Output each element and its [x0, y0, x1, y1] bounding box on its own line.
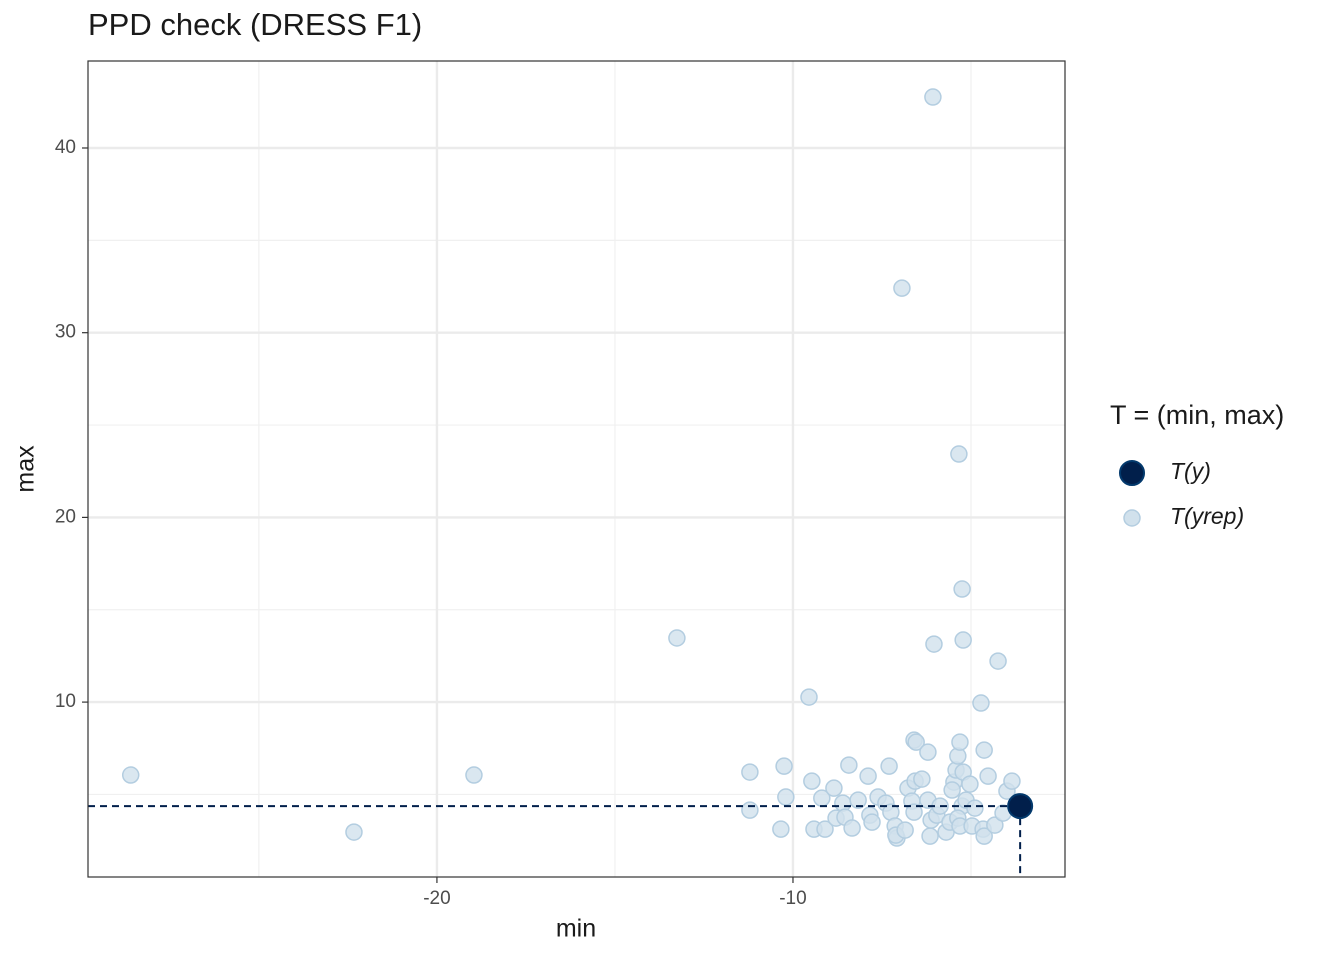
replicate-point — [816, 820, 834, 838]
y-tick-label: 30 — [55, 322, 76, 343]
plot-border — [87, 60, 1066, 878]
replicate-point — [943, 781, 961, 799]
replicate-point — [777, 788, 795, 806]
replicate-point — [924, 88, 942, 106]
replicate-point — [825, 779, 843, 797]
legend-title: T = (min, max) — [1110, 400, 1284, 430]
replicate-point — [840, 756, 858, 774]
x-tick-label: -10 — [779, 888, 806, 909]
replicate-point — [966, 799, 984, 817]
replicate-point — [859, 767, 877, 785]
legend-label: T(yrep) — [1170, 503, 1244, 529]
x-axis-label: min — [556, 915, 596, 943]
replicate-point — [989, 652, 1007, 670]
legend-marker — [1123, 509, 1141, 527]
replicate-point — [772, 820, 790, 838]
replicate-point — [953, 580, 971, 598]
replicate-point — [975, 741, 993, 759]
replicate-point — [913, 770, 931, 788]
chart-title: PPD check (DRESS F1) — [88, 7, 422, 42]
replicate-point — [972, 694, 990, 712]
replicate-point — [800, 688, 818, 706]
legend-marker — [1119, 460, 1145, 486]
replicate-point — [961, 775, 979, 793]
replicate-point — [741, 801, 759, 819]
replicate-point — [121, 766, 140, 784]
replicate-point — [843, 819, 861, 837]
replicate-point — [345, 823, 363, 841]
replicate-point — [849, 791, 867, 809]
replicate-point — [896, 821, 914, 839]
x-tick-label: -20 — [423, 888, 450, 909]
replicate-point — [925, 635, 943, 653]
replicate-point — [907, 733, 925, 751]
y-axis-label: max — [12, 445, 40, 493]
y-tick-label: 20 — [55, 506, 76, 527]
replicate-point — [741, 763, 759, 781]
replicate-point — [954, 631, 972, 649]
replicate-point — [803, 772, 821, 790]
y-tick-label: 10 — [55, 691, 76, 712]
legend-label: T(y) — [1170, 458, 1211, 484]
replicate-point — [975, 827, 993, 845]
replicate-point — [921, 827, 939, 845]
replicate-point — [986, 816, 1004, 834]
replicate-point — [951, 733, 969, 751]
replicate-point — [893, 279, 911, 297]
replicate-point — [775, 757, 793, 775]
replicate-point — [919, 743, 937, 761]
replicate-point — [668, 629, 686, 647]
replicate-point — [465, 766, 483, 784]
replicate-point — [863, 813, 881, 831]
replicate-point — [950, 445, 968, 463]
observed-point — [1007, 793, 1034, 820]
replicate-point — [905, 803, 923, 821]
replicate-point — [979, 767, 997, 785]
replicate-point — [880, 757, 898, 775]
y-tick-label: 40 — [55, 137, 76, 158]
replicate-point — [1003, 772, 1021, 790]
